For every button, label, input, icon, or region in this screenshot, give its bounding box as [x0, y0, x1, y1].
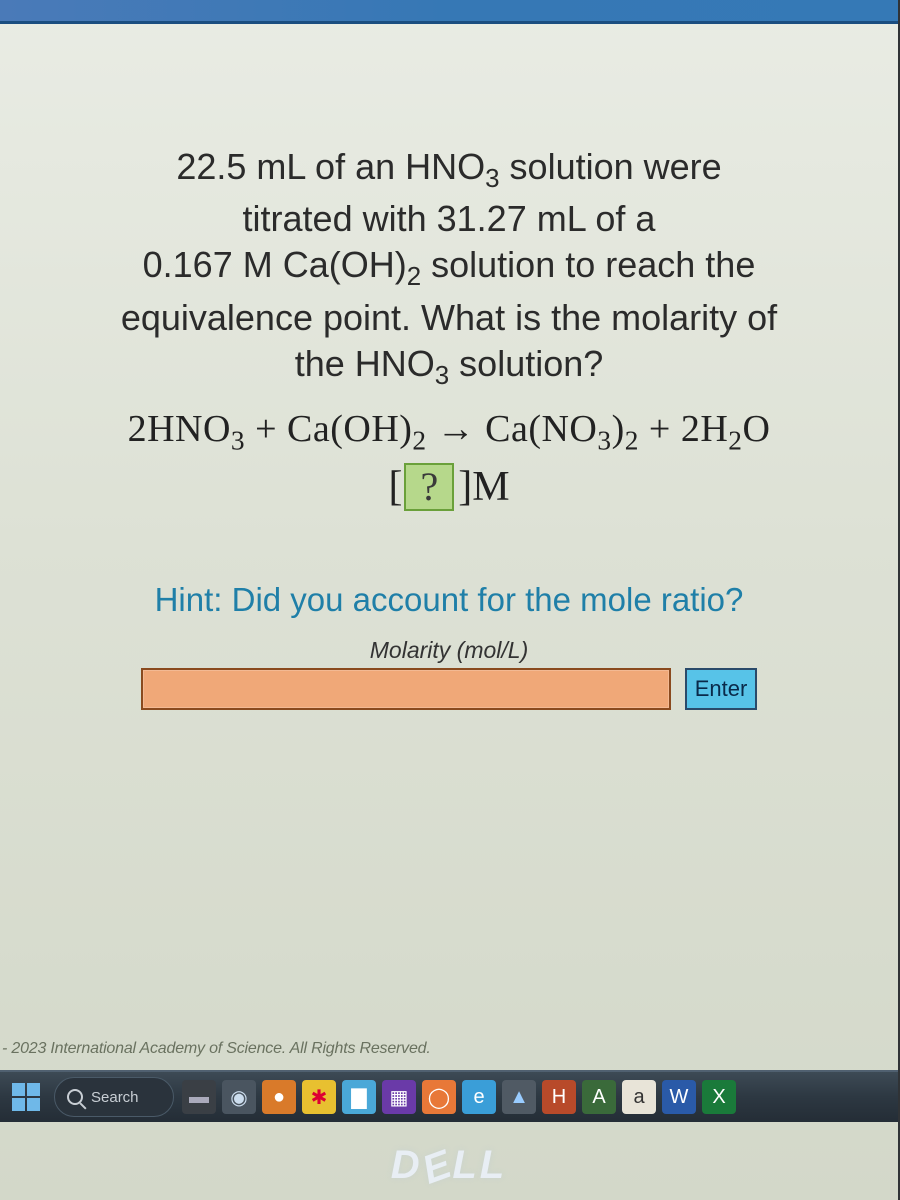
- answer-slot: [ ? ]M: [18, 463, 880, 511]
- taskbar-app-icon[interactable]: ●: [262, 1080, 296, 1114]
- taskbar-app-icon[interactable]: ◉: [222, 1080, 256, 1114]
- answer-blank[interactable]: ?: [404, 463, 454, 511]
- molarity-input[interactable]: [141, 668, 671, 710]
- q-line3a: 0.167 M Ca(OH): [143, 244, 407, 285]
- taskbar-app-icon[interactable]: ▇: [342, 1080, 376, 1114]
- enter-button[interactable]: Enter: [685, 668, 758, 710]
- taskbar-app-icon[interactable]: ◯: [422, 1080, 456, 1114]
- eq-p2: + Ca(OH): [245, 408, 412, 450]
- q-line4: equivalence point. What is the molarity …: [121, 297, 777, 338]
- laptop-screen: 22.5 mL of an HNO3 solution were titrate…: [0, 0, 900, 1200]
- q-line5a: the HNO: [295, 343, 435, 384]
- q-line2: titrated with 31.27 mL of a: [243, 198, 656, 239]
- eq-s5: 2: [728, 426, 742, 456]
- eq-s2: 2: [412, 426, 426, 456]
- question-area: 22.5 mL of an HNO3 solution were titrate…: [0, 24, 898, 710]
- taskbar-app-icon[interactable]: ▲: [502, 1080, 536, 1114]
- start-button[interactable]: [6, 1077, 46, 1117]
- slot-unit: M: [472, 464, 509, 510]
- eq-p5: + 2H: [639, 408, 728, 450]
- hint-text: Hint: Did you account for the mole ratio…: [18, 581, 880, 619]
- answer-input-row: Enter: [18, 668, 880, 710]
- eq-s4: 2: [625, 426, 639, 456]
- lesson-card: 22.5 mL of an HNO3 solution were titrate…: [0, 0, 898, 1200]
- q-line5b: solution?: [449, 343, 603, 384]
- q-line3b: solution to reach the: [421, 244, 755, 285]
- taskbar-app-icon[interactable]: ▦: [382, 1080, 416, 1114]
- taskbar-app-icon[interactable]: A: [582, 1080, 616, 1114]
- sub-2: 2: [407, 264, 421, 292]
- dell-logo: DELL: [391, 1143, 507, 1188]
- search-placeholder: Search: [91, 1089, 139, 1106]
- taskbar-app-icon[interactable]: ✱: [302, 1080, 336, 1114]
- q-line1b: solution were: [500, 146, 722, 187]
- taskbar-icons: ▬◉●✱▇▦◯e▲HAaWX: [182, 1080, 736, 1114]
- slot-bracket-open: [: [388, 464, 402, 510]
- q-line1a: 22.5 mL of an HNO: [176, 146, 485, 187]
- window-title-bar: [0, 0, 898, 24]
- eq-p4: ): [612, 408, 625, 450]
- sub-3: 3: [485, 165, 499, 193]
- slot-bracket-close: ]: [458, 464, 472, 510]
- taskbar-app-icon[interactable]: a: [622, 1080, 656, 1114]
- eq-p3: Ca(NO: [485, 408, 597, 450]
- windows-taskbar[interactable]: Search ▬◉●✱▇▦◯e▲HAaWX: [0, 1070, 898, 1122]
- search-icon: [67, 1089, 83, 1105]
- question-text: 22.5 mL of an HNO3 solution were titrate…: [18, 144, 880, 393]
- eq-s3: 3: [597, 426, 611, 456]
- eq-arrow: →: [427, 408, 486, 450]
- taskbar-app-icon[interactable]: ▬: [182, 1080, 216, 1114]
- eq-p6: O: [742, 408, 770, 450]
- taskbar-app-icon[interactable]: W: [662, 1080, 696, 1114]
- chemical-equation: 2HNO3 + Ca(OH)2 → Ca(NO3)2 + 2H2O: [18, 407, 880, 457]
- eq-p1: 2HNO: [128, 408, 231, 450]
- taskbar-app-icon[interactable]: X: [702, 1080, 736, 1114]
- input-label: Molarity (mol/L): [18, 637, 880, 664]
- sub-3b: 3: [435, 362, 449, 390]
- taskbar-app-icon[interactable]: H: [542, 1080, 576, 1114]
- copyright-text: - 2023 International Academy of Science.…: [0, 1040, 431, 1058]
- taskbar-search[interactable]: Search: [54, 1077, 174, 1117]
- taskbar-app-icon[interactable]: e: [462, 1080, 496, 1114]
- eq-s1: 3: [231, 426, 245, 456]
